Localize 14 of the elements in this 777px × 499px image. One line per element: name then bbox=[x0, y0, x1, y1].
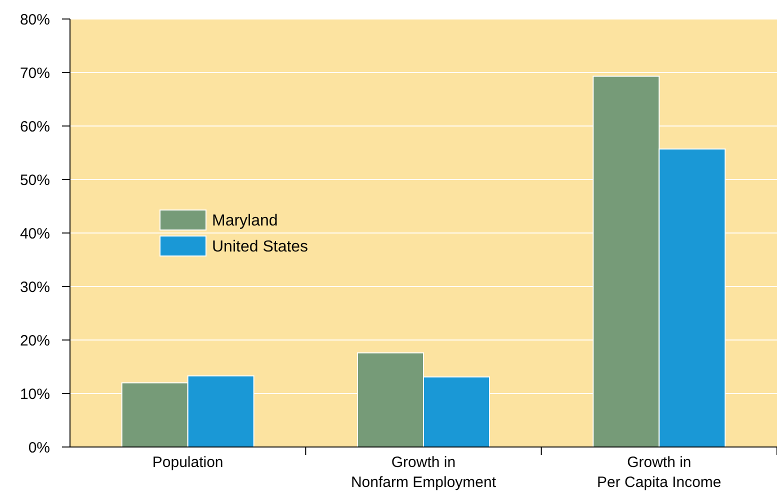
y-tick-label: 80% bbox=[20, 11, 50, 28]
x-tick-label: Population bbox=[152, 454, 224, 471]
y-tick-label: 10% bbox=[20, 386, 50, 403]
legend-label: Maryland bbox=[212, 212, 278, 230]
y-tick-label: 20% bbox=[20, 332, 50, 350]
y-tick-label: 40% bbox=[20, 225, 50, 242]
x-tick-label: Growth in Nonfarm Employment bbox=[350, 454, 497, 491]
x-tick-label: Growth in Per Capita Income bbox=[597, 454, 722, 491]
y-tick-label: 70% bbox=[20, 64, 50, 82]
y-tick-label: 60% bbox=[20, 118, 50, 136]
y-tick-label: 30% bbox=[20, 278, 50, 296]
y-tick-label: 0% bbox=[28, 439, 50, 456]
legend-label: United States bbox=[212, 238, 308, 256]
y-tick-label: 50% bbox=[20, 172, 50, 189]
